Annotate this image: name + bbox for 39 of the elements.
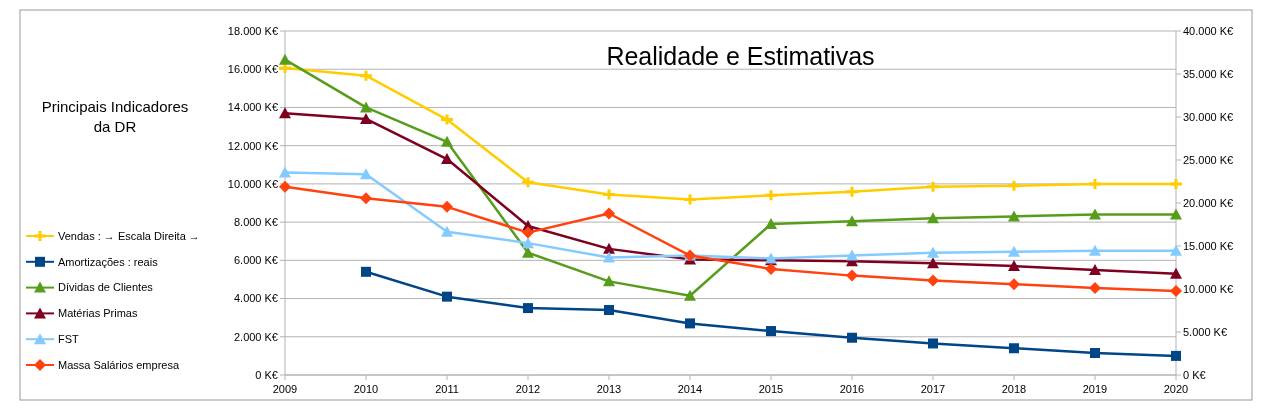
- y2-tick-label: 25.000 K€: [1183, 153, 1234, 166]
- x-tick-label: 2018: [1001, 383, 1027, 395]
- x-tick-label: 2009: [272, 383, 298, 395]
- legend-label: FST: [58, 333, 80, 346]
- x-tick-label: 2017: [920, 383, 946, 395]
- y2-tick-label: 0 K€: [1183, 368, 1206, 381]
- x-tick-label: 2015: [758, 383, 784, 395]
- y-tick-label: 2.000 K€: [233, 330, 278, 343]
- y2-tick-label: 35.000 K€: [1183, 67, 1234, 80]
- x-tick-label: 2011: [435, 383, 459, 395]
- y2-tick-label: 15.000 K€: [1183, 239, 1234, 252]
- y-tick-label: 10.000 K€: [227, 177, 278, 190]
- legend-label: Matérias Primas: [58, 307, 138, 320]
- y-tick-label: 18.000 K€: [227, 24, 278, 37]
- y-tick-label: 12.000 K€: [227, 139, 278, 152]
- legend-label: Vendas : → Escala Direita →: [58, 229, 200, 242]
- x-tick-label: 2014: [677, 383, 703, 395]
- y-tick-label: 0 K€: [255, 368, 278, 381]
- x-tick-label: 2012: [515, 383, 541, 395]
- text: Realidade e Estimativas: [606, 42, 875, 70]
- legend-label: Massa Salários empresa: [58, 358, 180, 371]
- x-tick-label: 2016: [839, 383, 865, 395]
- y-tick-label: 6.000 K€: [233, 254, 278, 267]
- y-tick-label: 4.000 K€: [233, 292, 278, 305]
- y2-tick-label: 10.000 K€: [1183, 282, 1234, 295]
- legend-title: Principais Indicadores da DR: [41, 98, 189, 135]
- x-tick-label: 2020: [1163, 383, 1189, 395]
- y2-tick-label: 20.000 K€: [1183, 196, 1234, 209]
- x-tick-label: 2010: [353, 383, 379, 395]
- y-tick-label: 16.000 K€: [227, 63, 278, 76]
- x-tick-label: 2013: [596, 383, 622, 395]
- x-tick-label: 2019: [1082, 383, 1108, 395]
- y-tick-label: 8.000 K€: [233, 215, 278, 228]
- legend-label: Amortizações : reais: [58, 255, 159, 268]
- y2-tick-label: 5.000 K€: [1183, 325, 1228, 338]
- y-tick-label: 14.000 K€: [227, 101, 278, 114]
- y2-tick-label: 40.000 K€: [1183, 24, 1234, 37]
- y2-tick-label: 30.000 K€: [1183, 110, 1234, 123]
- legend-label: Dívidas de Clientes: [58, 281, 154, 294]
